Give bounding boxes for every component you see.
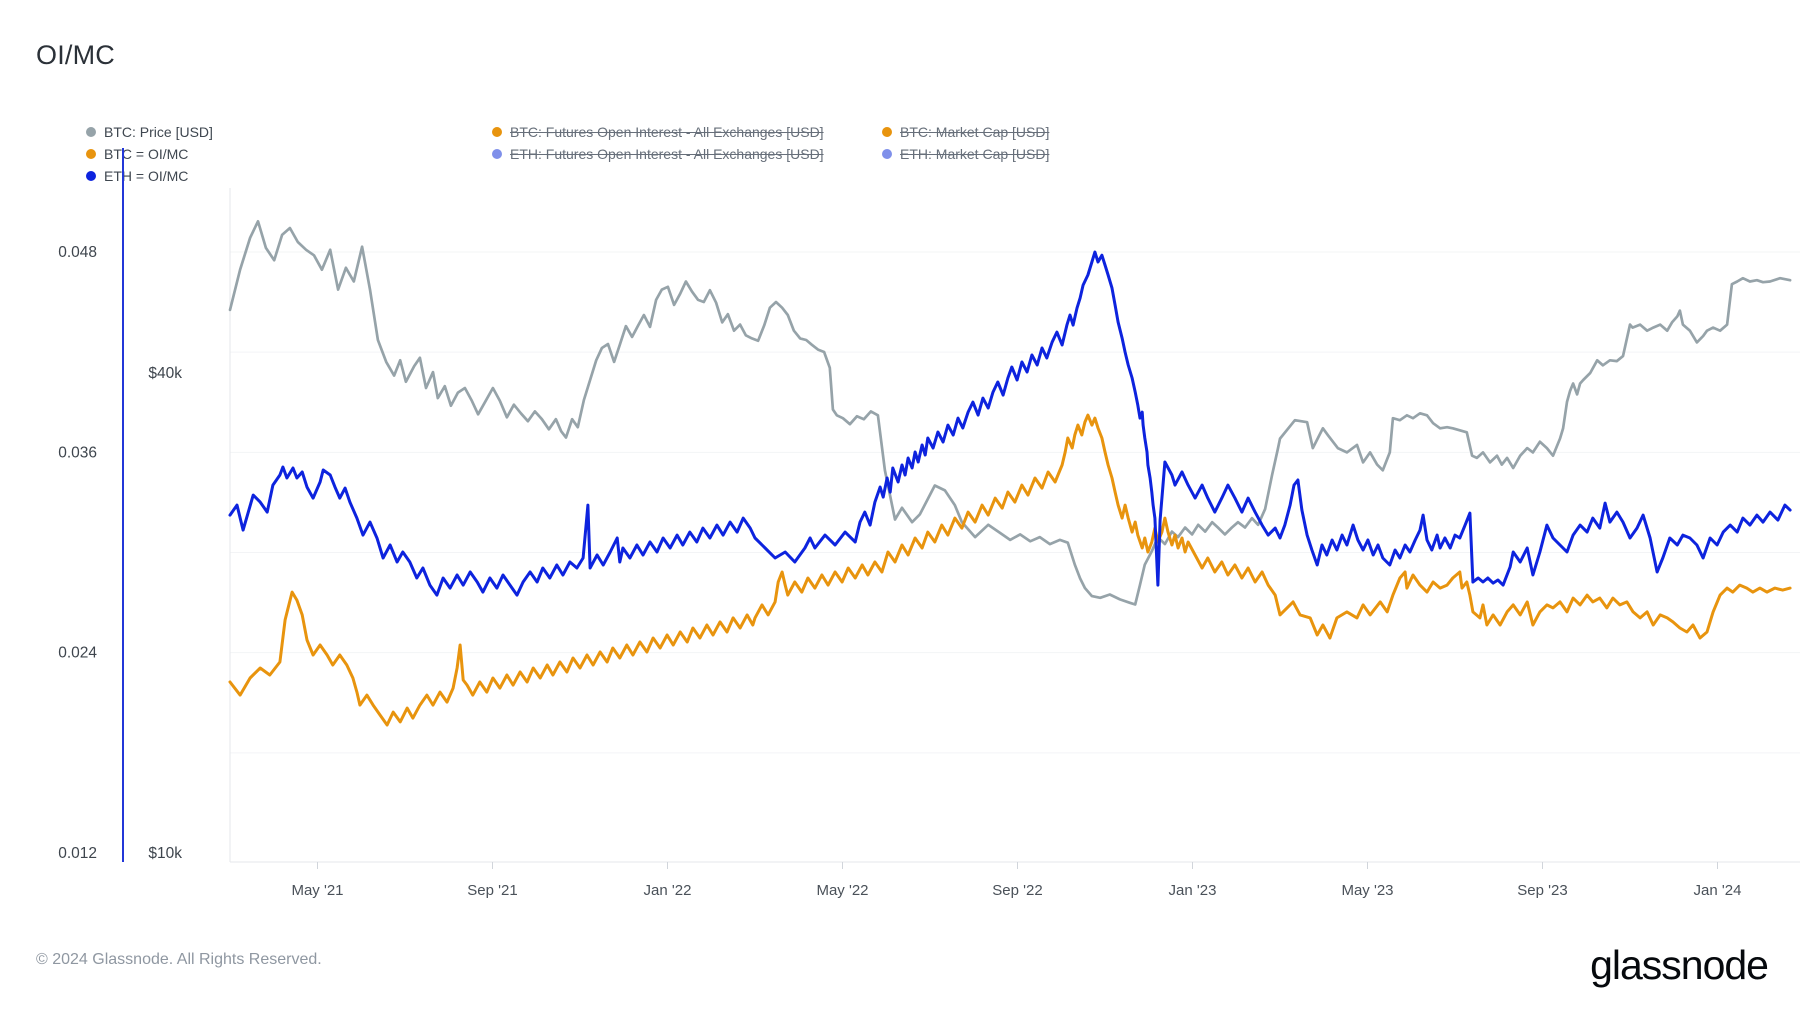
x-tick-label: May '23 xyxy=(1341,882,1393,899)
x-tick-label: May '22 xyxy=(816,882,868,899)
legend-disabled-series: BTC: Futures Open Interest - All Exchang… xyxy=(492,121,1049,165)
glassnode-logo: glassnode xyxy=(1590,942,1769,988)
legend-item-disabled-1-0[interactable]: ETH: Futures Open Interest - All Exchang… xyxy=(492,146,882,162)
ratio-axis-label: 0.048 xyxy=(58,244,97,261)
legend-label: BTC: Price [USD] xyxy=(104,124,213,140)
copyright-text: © 2024 Glassnode. All Rights Reserved. xyxy=(36,951,322,968)
price-axis-label: $10k xyxy=(148,845,182,862)
legend-label: BTC: Futures Open Interest - All Exchang… xyxy=(510,124,824,140)
legend-item-active-0[interactable]: BTC: Price [USD] xyxy=(86,124,213,140)
legend-active-series: BTC: Price [USD] BTC = OI/MC ETH = OI/MC xyxy=(86,121,213,187)
series-line-0 xyxy=(228,219,1792,606)
x-tick-label: Sep '23 xyxy=(1517,882,1567,899)
legend-label: ETH: Futures Open Interest - All Exchang… xyxy=(510,146,824,162)
x-tick-label: Sep '22 xyxy=(992,882,1042,899)
legend-label: ETH = OI/MC xyxy=(104,168,189,184)
legend-label: BTC: Market Cap [USD] xyxy=(900,124,1050,140)
legend-item-active-1[interactable]: BTC = OI/MC xyxy=(86,146,188,162)
legend-row: BTC = OI/MC xyxy=(86,143,213,165)
legend-row: ETH = OI/MC xyxy=(86,165,213,187)
legend-row: BTC: Price [USD] xyxy=(86,121,213,143)
legend-dot-icon xyxy=(86,127,96,137)
legend-item-active-2[interactable]: ETH = OI/MC xyxy=(86,168,188,184)
x-tick-label: Jan '22 xyxy=(644,882,692,899)
legend-dot-icon xyxy=(492,149,502,159)
legend-label: BTC = OI/MC xyxy=(104,146,189,162)
x-tick-label: May '21 xyxy=(291,882,343,899)
series-line-1 xyxy=(228,413,1792,727)
legend-dot-icon xyxy=(882,149,892,159)
x-tick-label: Jan '24 xyxy=(1694,882,1742,899)
x-tick-label: Jan '23 xyxy=(1169,882,1217,899)
ratio-axis-label: 0.036 xyxy=(58,444,97,461)
price-axis-label: $40k xyxy=(148,365,182,382)
legend-dot-icon xyxy=(86,149,96,159)
x-tick-label: Sep '21 xyxy=(467,882,517,899)
ratio-axis-label: 0.012 xyxy=(58,845,97,862)
ratio-axis-label: 0.024 xyxy=(58,645,97,662)
legend-label: ETH: Market Cap [USD] xyxy=(900,146,1050,162)
legend-item-disabled-0-1[interactable]: BTC: Market Cap [USD] xyxy=(882,124,1049,140)
legend-item-disabled-0-0[interactable]: BTC: Futures Open Interest - All Exchang… xyxy=(492,124,882,140)
page-title: OI/MC xyxy=(36,40,115,70)
legend-dot-icon xyxy=(882,127,892,137)
legend-item-disabled-1-1[interactable]: ETH: Market Cap [USD] xyxy=(882,146,1049,162)
legend-dot-icon xyxy=(492,127,502,137)
legend-row: ETH: Futures Open Interest - All Exchang… xyxy=(492,143,1049,165)
legend-row: BTC: Futures Open Interest - All Exchang… xyxy=(492,121,1049,143)
legend-dot-icon xyxy=(86,171,96,181)
series-line-2 xyxy=(228,250,1792,597)
